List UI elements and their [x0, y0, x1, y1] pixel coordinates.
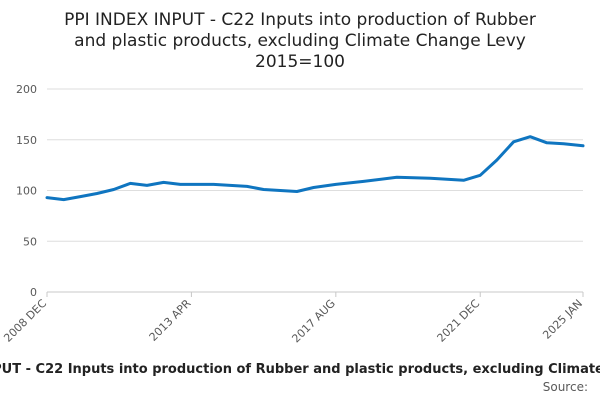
chart-title-line-1: PPI INDEX INPUT - C22 Inputs into produc…	[64, 10, 536, 30]
x-tick-label: 2017 AUG	[289, 297, 338, 346]
chart-caption: PPI INDEX INPUT - C22 Inputs into produc…	[0, 362, 600, 377]
x-tick-label: 2021 DEC	[435, 297, 483, 345]
chart-source: Source:	[543, 380, 588, 394]
x-tick-label: 2008 DEC	[1, 297, 49, 345]
plot-area: 0 50 100 150 200 2008 DEC 2013 APR 2017 AUG 2021…	[1, 83, 585, 345]
y-tick-label: 0	[30, 286, 37, 299]
y-tick-label: 200	[16, 83, 37, 96]
chart-title-line-3: 2015=100	[255, 52, 345, 72]
x-tick-label: 2025 JAN	[540, 297, 585, 342]
x-tick-label: 2013 APR	[147, 297, 194, 344]
y-tick-label: 150	[16, 134, 37, 147]
y-tick-label: 50	[23, 235, 37, 248]
series-line	[45, 135, 585, 202]
y-tick-label: 100	[16, 185, 37, 198]
chart-title-line-2: and plastic products, excluding Climate …	[74, 31, 526, 51]
